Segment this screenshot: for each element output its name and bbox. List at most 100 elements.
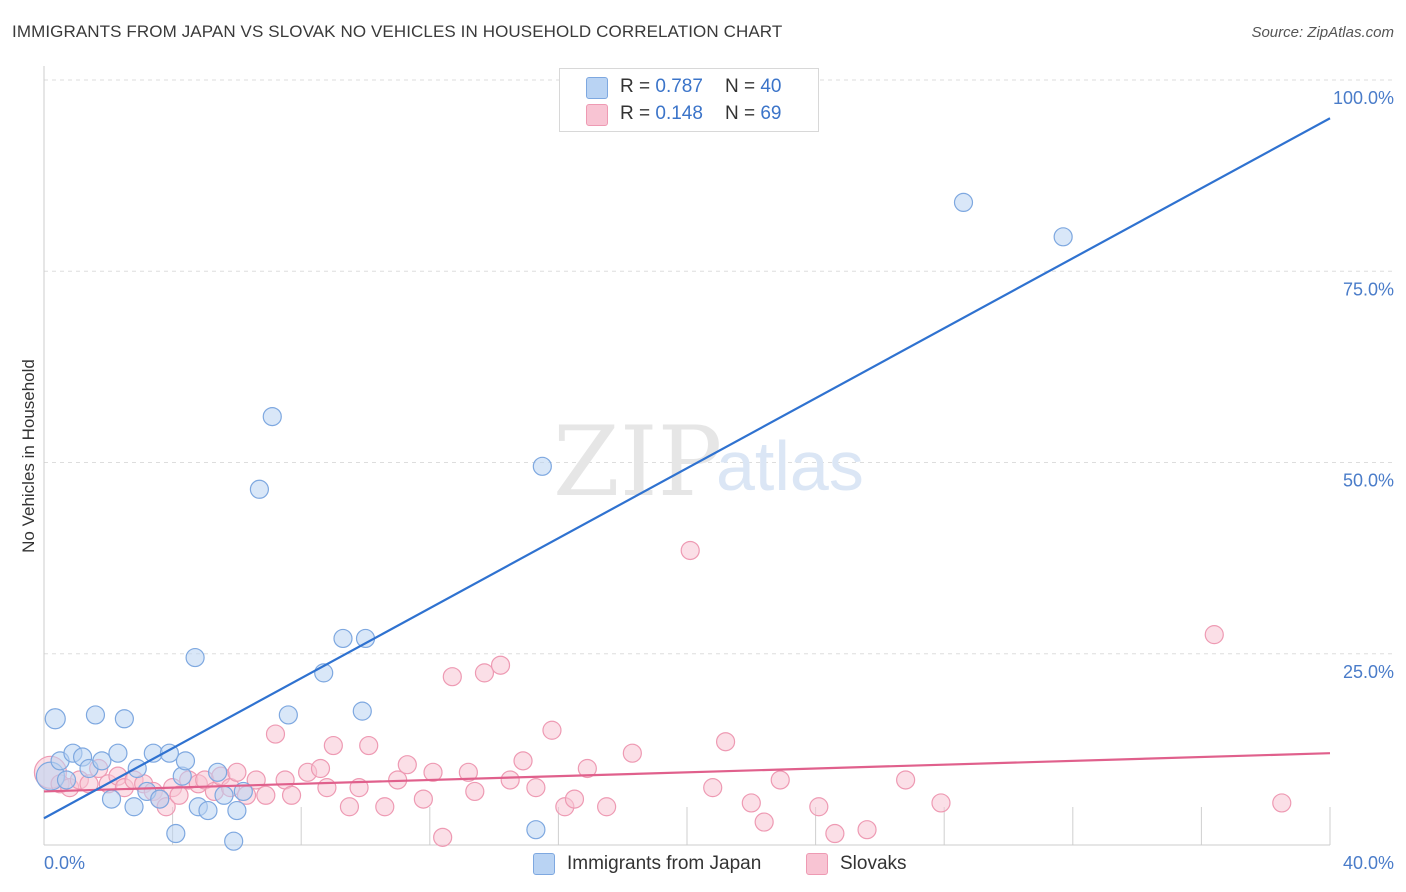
japan-point — [953, 192, 974, 212]
japan-point — [85, 705, 106, 725]
slovak-point — [310, 758, 331, 779]
slovak-point — [825, 823, 845, 844]
slovak-point — [1204, 625, 1224, 645]
japan-points — [35, 192, 1073, 851]
series-legend-slovak: Slovaks — [806, 850, 907, 878]
legend-row-japan: R = 0.787 N = 40 — [620, 74, 781, 100]
japan-point — [185, 647, 205, 668]
slovak-point — [323, 735, 343, 756]
slovak-point — [577, 758, 597, 779]
series-label-japan: Immigrants from Japan — [567, 853, 762, 874]
x-tick-label: 0.0% — [44, 853, 85, 873]
slovak-point — [474, 663, 495, 683]
slovak-point — [458, 762, 478, 782]
trend-lines — [43, 117, 1331, 820]
slovak-point — [564, 789, 585, 809]
slovak-point — [500, 770, 520, 790]
japan-point — [150, 789, 170, 809]
slovak-point — [317, 778, 337, 798]
japan-point — [352, 701, 372, 721]
watermark-zip-text: ZIP — [553, 406, 722, 518]
legend-r-value-slovak: 0.148 — [655, 103, 703, 124]
japan-point — [92, 751, 112, 771]
slovak-point — [169, 785, 189, 805]
japan-point — [101, 789, 122, 809]
japan-point — [278, 705, 298, 725]
slovak-point — [375, 797, 395, 817]
slovak-point — [857, 820, 877, 840]
slovak-point — [490, 655, 511, 675]
y-axis-title: No Vehicles in Household — [19, 359, 38, 553]
chart-title: IMMIGRANTS FROM JAPAN VS SLOVAK NO VEHIC… — [12, 22, 783, 41]
legend-r-label: R = — [620, 76, 651, 97]
japan-point — [333, 628, 353, 649]
slovak-point — [397, 755, 417, 775]
watermark: ZIP atlas — [553, 406, 864, 518]
slovak-point — [715, 732, 736, 752]
slovak-point — [896, 770, 916, 790]
y-tick-label: 25.0% — [1343, 662, 1394, 682]
slovak-point — [526, 778, 546, 798]
slovak-point — [281, 785, 302, 805]
series-label-slovak: Slovaks — [840, 853, 907, 874]
axes — [43, 66, 1330, 846]
slovak-point — [703, 778, 723, 798]
slovak-point — [754, 812, 774, 832]
slovak-point — [413, 789, 433, 809]
legend-r-value-japan: 0.787 — [655, 76, 703, 97]
japan-point — [44, 708, 66, 730]
japan-point — [175, 751, 196, 771]
watermark-atlas-text: atlas — [716, 427, 864, 505]
series-legend-japan: Immigrants from Japan — [533, 850, 761, 878]
slovak-point — [1272, 793, 1292, 813]
source-label: Source: ZipAtlas.com — [1251, 24, 1394, 41]
series-swatch-japan — [533, 853, 555, 875]
japan-point — [1053, 227, 1073, 247]
legend-n-value-japan: 40 — [760, 76, 782, 97]
japan-point — [262, 407, 282, 427]
series-swatch-slovak — [806, 853, 828, 875]
slovak-point — [622, 743, 642, 763]
slovak-point — [256, 785, 276, 805]
japan-point — [208, 762, 228, 782]
slovak-trend-line — [43, 752, 1331, 793]
y-tick-label: 50.0% — [1343, 471, 1394, 491]
slovak-point — [433, 827, 453, 847]
japan-point — [56, 770, 77, 790]
slovak-point — [741, 793, 761, 813]
japan-point — [224, 831, 244, 851]
slovak-point — [227, 762, 247, 782]
japan-point — [124, 797, 144, 817]
japan-point — [214, 785, 234, 805]
japan-point — [198, 800, 218, 821]
slovak-point — [442, 667, 462, 687]
slovak-point — [931, 793, 951, 813]
japan-point — [249, 479, 270, 499]
legend-r-label: R = — [620, 103, 651, 124]
japan-point — [355, 628, 376, 649]
slovak-point — [542, 720, 562, 740]
tick-labels: 25.0% 50.0% 75.0% 100.0% 0.0% 40.0% — [44, 88, 1394, 873]
slovak-point — [339, 797, 360, 817]
japan-point — [166, 823, 186, 844]
slovak-point — [809, 797, 829, 817]
slovak-point — [465, 781, 485, 802]
slovak-point — [597, 797, 617, 817]
x-tick-label: 40.0% — [1343, 853, 1394, 873]
japan-point — [114, 709, 134, 729]
legend-row-slovak: R = 0.148 N = 69 — [620, 101, 781, 127]
slovak-point — [359, 735, 379, 756]
slovak-point — [770, 770, 790, 790]
slovak-point — [680, 540, 700, 561]
japan-point — [532, 456, 552, 476]
legend-n-value-slovak: 69 — [760, 103, 782, 124]
y-tick-label: 100.0% — [1333, 88, 1394, 108]
japan-point — [108, 743, 128, 763]
correlation-legend: R = 0.787 N = 40 R = 0.148 N = 69 — [559, 68, 819, 132]
slovak-point — [423, 762, 443, 782]
legend-swatch-japan — [586, 77, 608, 99]
japan-point — [526, 820, 546, 840]
slovak-point — [265, 724, 286, 744]
legend-n-label: N = — [724, 76, 756, 97]
